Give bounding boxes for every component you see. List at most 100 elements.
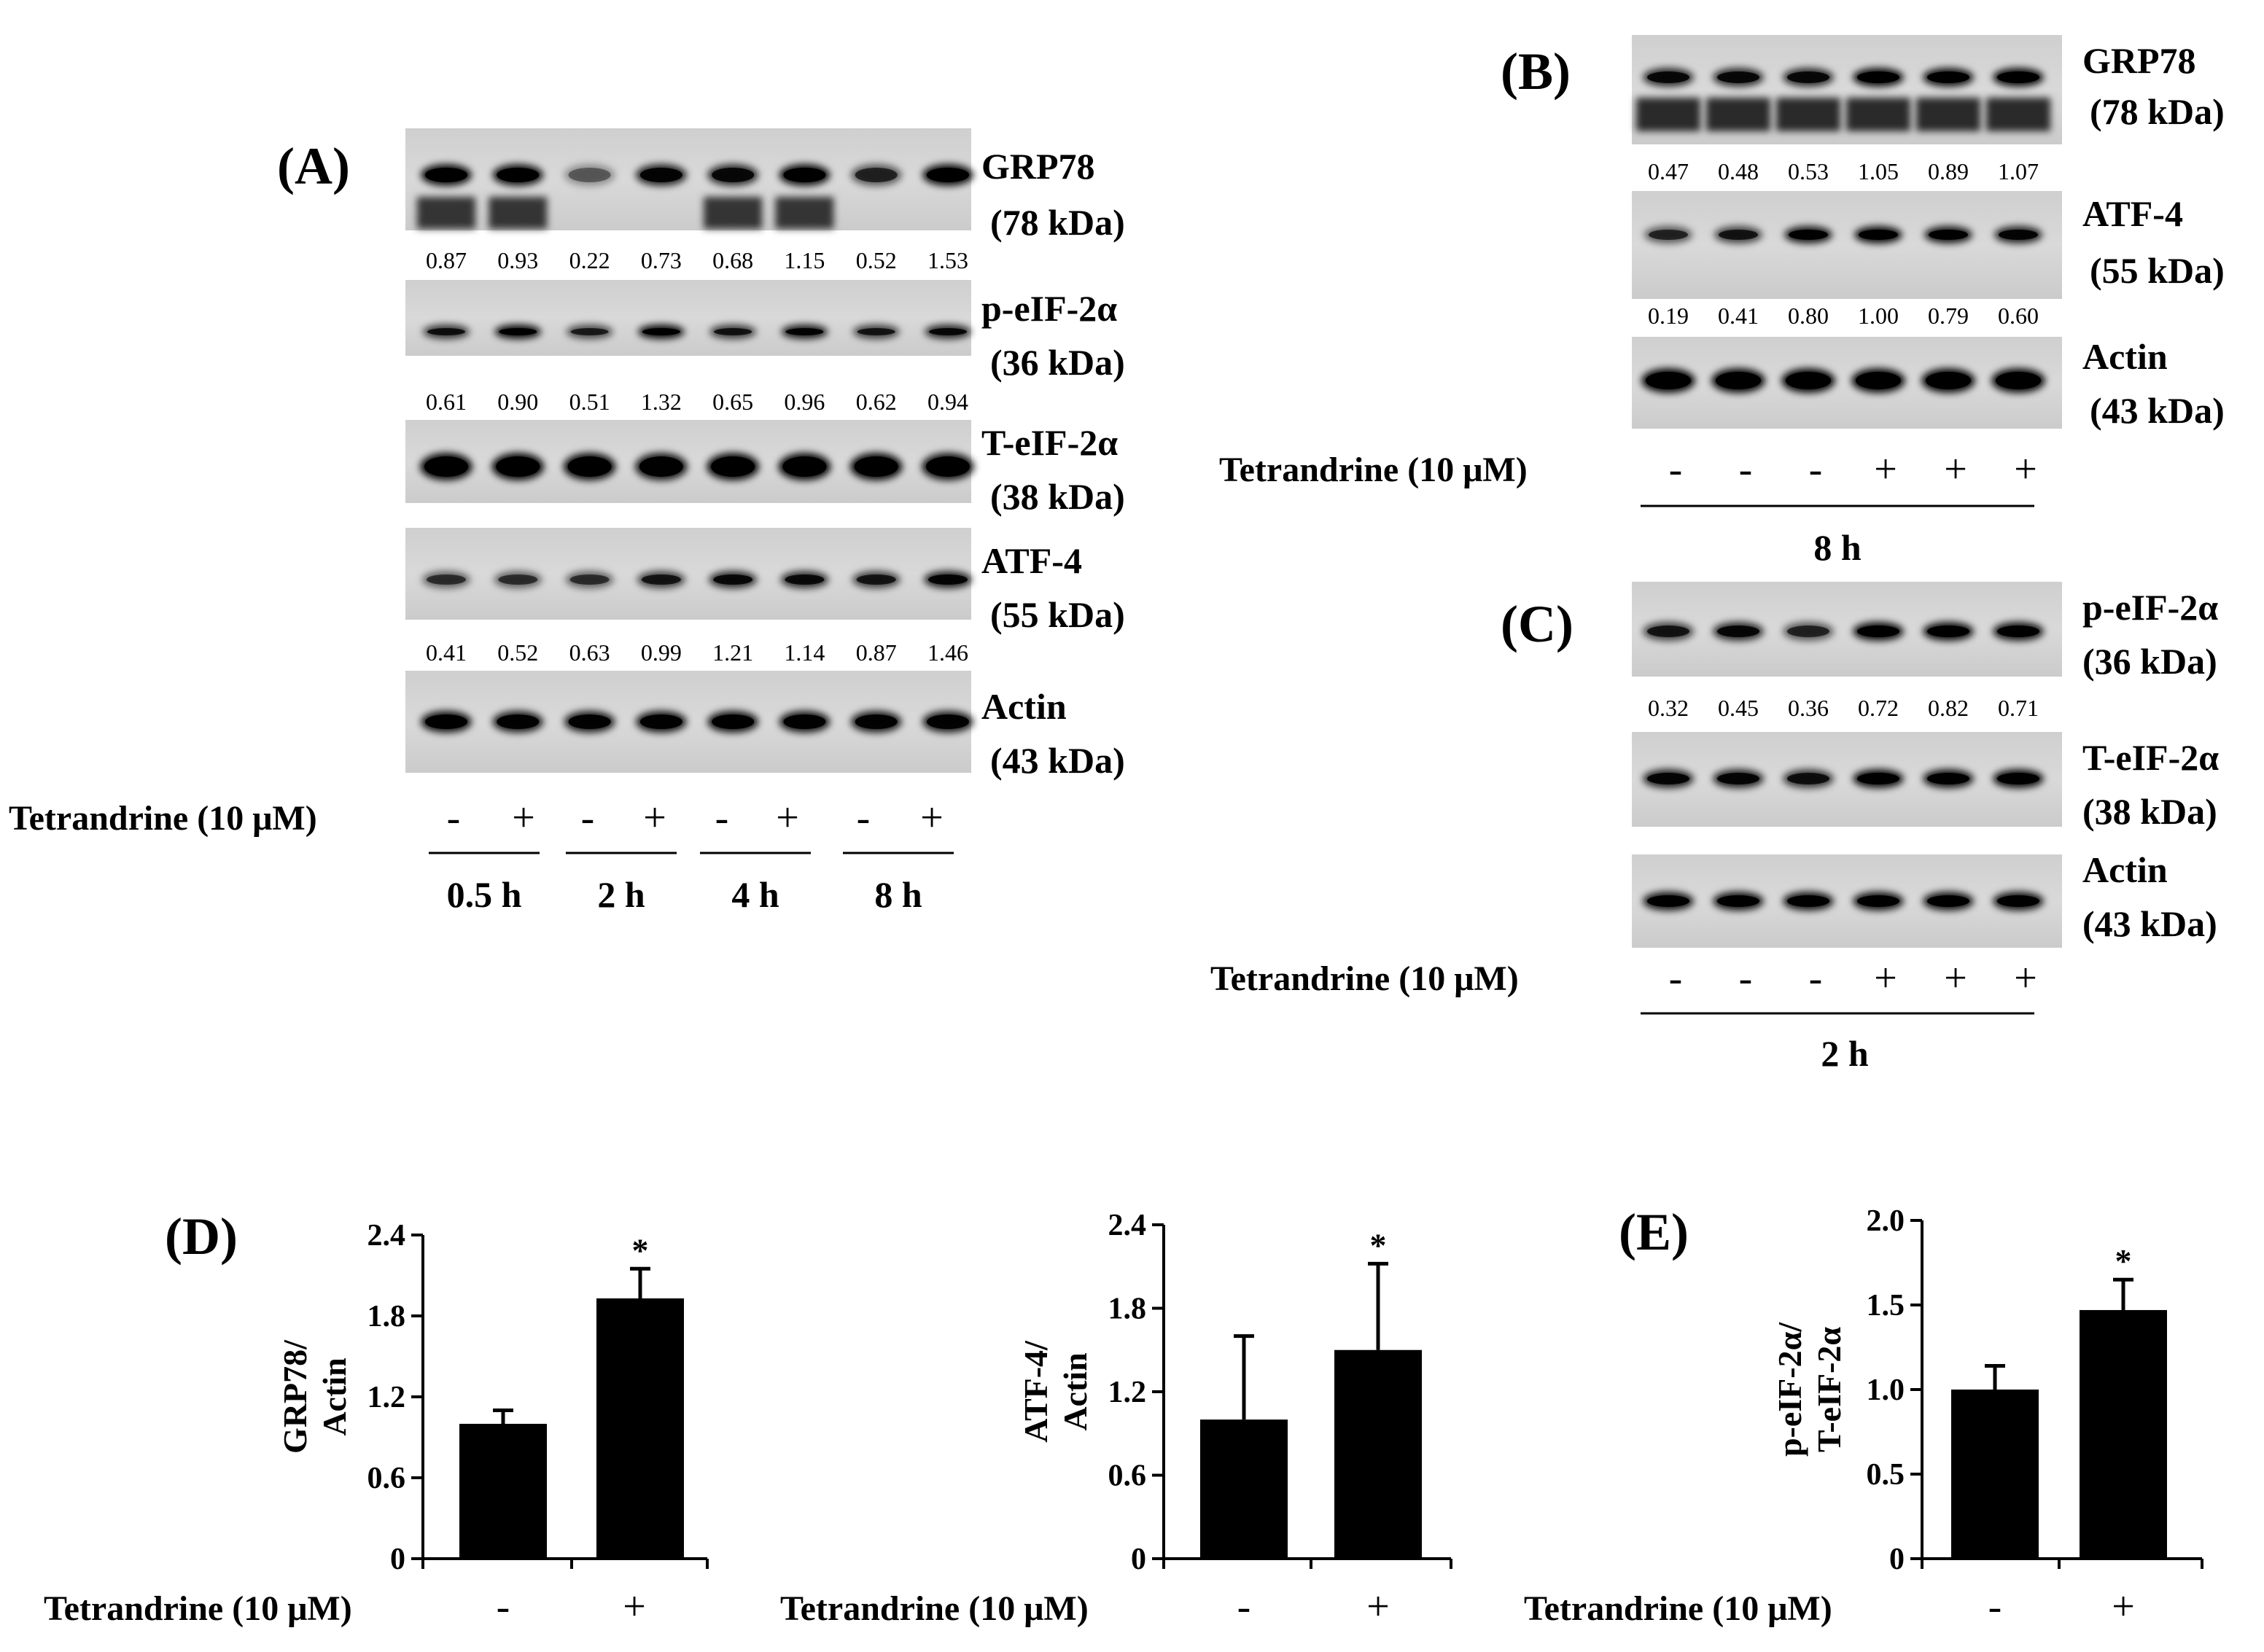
panel-b-blot-0-band-4	[1923, 68, 1974, 87]
panel-c-blot-1-band-4	[1923, 769, 1974, 788]
chart-0-xlabel: Tetrandrine (10 μM)	[44, 1589, 352, 1628]
panel-c-blot-1-name: T-eIF-2α	[2082, 737, 2219, 778]
panel-a-blot-2-band-7	[922, 453, 974, 480]
panel-c-blot-0-name: p-eIF-2α	[2082, 587, 2218, 628]
panel-c-blot-2-band-0-core	[1647, 895, 1689, 907]
panel-b-blot-1-band-4-core	[1929, 230, 1968, 240]
chart-1-y-tick-label-0: 0	[1131, 1543, 1146, 1576]
panel-c-treatment-label: Tetrandrine (10 μM)	[1210, 959, 1519, 998]
panel-a-blot-1-band-4-core	[714, 328, 752, 335]
panel-b-sign-4: +	[1944, 447, 1967, 492]
panel-a-blot-0-band-6	[850, 164, 902, 186]
panel-c-blot-0-quant-4: 0.82	[1928, 695, 1969, 721]
panel-a-blot-0-band-1-core	[497, 168, 540, 182]
panel-a-sign-5: +	[776, 795, 799, 841]
panel-b-blot-2-band-4	[1921, 368, 1975, 393]
panel-a-sign-3: +	[643, 795, 666, 841]
panel-b-blot-0-band-2	[1783, 68, 1834, 87]
panel-a-blot-1-band-5-core	[785, 328, 824, 335]
panel-a-blot-1-band-1	[494, 324, 542, 339]
panel-a-blot-2-band-5	[778, 453, 831, 480]
panel-b-blot-1-band-5	[1994, 226, 2042, 243]
panel-a-blot-4-band-6-core	[855, 714, 898, 729]
panel-c-blot-0-band-2-core	[1787, 626, 1829, 637]
panel-a-blot-4-band-3-core	[639, 714, 682, 729]
chart-1-category-0: -	[1237, 1584, 1251, 1629]
panel-a-treatment-label: Tetrandrine (10 μM)	[9, 799, 317, 838]
panel-a-blot-2-band-0-core	[424, 456, 468, 477]
panel-b-blot-1-band-0-core	[1649, 230, 1688, 240]
panel-a-blot-2-band-7-core	[926, 456, 970, 477]
panel-b-blot-2-mw: (43 kDa)	[2090, 390, 2225, 431]
chart-2-ylabel-1: T-eIF-2α	[1810, 1327, 1848, 1453]
panel-b-blot-1-band-3	[1854, 226, 1902, 243]
panel-a-blot-4-band-0-core	[425, 714, 467, 729]
panel-b-blot-1-quant-3: 1.00	[1858, 303, 1899, 329]
panel-b-blot-1-band-2	[1784, 226, 1832, 243]
panel-b-blot-1-band-1-core	[1719, 230, 1758, 240]
panel-a-blot-1-quant-5: 0.96	[784, 389, 825, 415]
panel-c-blot-0-quant-2: 0.36	[1788, 695, 1829, 721]
panel-b-blot-1-name: ATF-4	[2082, 193, 2183, 234]
panel-a-sign-0: -	[447, 795, 461, 841]
panel-c-blot-1-band-2-core	[1787, 773, 1829, 784]
panel-a-blot-2-band-3	[634, 453, 688, 480]
chart-1-ylabel-0: ATF-4/	[1017, 1340, 1054, 1443]
panel-c-blot-0-band-0-core	[1647, 626, 1689, 637]
panel-a-blot-3-quant-5: 1.14	[784, 639, 825, 666]
chart-2-significance-1: *	[2115, 1242, 2132, 1279]
panel-a-blot-0-band-5-core	[783, 168, 826, 182]
panel-c-blot-0-quant-5: 0.71	[1998, 695, 2039, 721]
chart-1-y-tick-label-1: 0.6	[1108, 1460, 1147, 1493]
panel-b-blot-0-quant-5: 1.07	[1998, 158, 2039, 184]
panel-a-blot-0-smear-0	[417, 197, 475, 229]
panel-b-sign-2: -	[1809, 447, 1823, 492]
panel-a-blot-0-band-7-core	[927, 168, 969, 182]
panel-b-treatment-label: Tetrandrine (10 μM)	[1219, 451, 1528, 489]
panel-a-sign-2: -	[581, 795, 595, 841]
panel-a-blot-4-band-4	[707, 711, 759, 733]
chart-0-y-tick-label-4: 2.4	[367, 1219, 406, 1252]
chart-1-category-1: +	[1366, 1584, 1390, 1629]
panel-a-blot-4-mw: (43 kDa)	[990, 740, 1125, 781]
panel-a-blot-1-band-0-core	[427, 328, 465, 335]
panel-a-blot-4-band-1-core	[497, 714, 540, 729]
chart-1-y-tick-label-2: 1.2	[1108, 1376, 1147, 1409]
panel-a-blot-0-band-7	[922, 164, 973, 186]
panel-a-blot-0-quant-4: 0.68	[712, 247, 753, 273]
panel-b-blot-1-band-5-core	[1999, 230, 2038, 240]
panel-a-blot-3-band-2-core	[569, 574, 610, 585]
panel-a-sign-4: -	[715, 795, 729, 841]
panel-c-blot-2-band-3-core	[1857, 895, 1899, 907]
panel-a-blot-3-band-7-core	[928, 574, 968, 585]
panel-c-sign-2: -	[1809, 956, 1823, 1001]
panel-a-blot-3-band-4-core	[713, 574, 753, 585]
panel-a-blot-4-band-1	[492, 711, 544, 733]
panel-c-blot-2-band-1-core	[1717, 895, 1759, 907]
panel-a-blot-0-smear-4	[704, 197, 763, 229]
panel-a-blot-2-band-1-core	[496, 456, 540, 477]
panel-c-blot-2-mw: (43 kDa)	[2082, 903, 2217, 944]
panel-a-blot-1-band-6	[852, 324, 900, 339]
panel-a-time-1: 2 h	[597, 874, 645, 915]
chart-0-y-tick-label-2: 1.2	[367, 1381, 406, 1414]
panel-a-blot-0-band-3-core	[639, 168, 682, 182]
panel-a-blot-3-quant-2: 0.63	[569, 639, 610, 666]
chart-1-bar-1	[1334, 1349, 1422, 1559]
panel-a-blot-1-band-4	[709, 324, 757, 339]
panel-c-blot-0-band-5-core	[1997, 626, 2039, 637]
panel-c-blot-2-band-5	[1993, 892, 2044, 911]
panel-c-blot-1-mw: (38 kDa)	[2082, 791, 2217, 832]
panel-a-blot-1-band-3	[637, 324, 685, 339]
panel-a-blot-0-quant-3: 0.73	[641, 247, 682, 273]
panel-c-blot-2-membrane	[1632, 854, 2062, 948]
panel-b-blot-1-band-1	[1714, 226, 1762, 243]
panel-a-blot-3-band-6-core	[856, 574, 896, 585]
panel-a-blot-3-name: ATF-4	[981, 540, 1082, 581]
panel-a-blot-3-band-6	[852, 571, 900, 588]
panel-a-blot-3-band-2	[565, 571, 614, 588]
panel-a-blot-1-band-7	[925, 324, 971, 339]
panel-b-blot-0-mw: (78 kDa)	[2090, 91, 2225, 132]
panel-a-blot-0-quant-1: 0.93	[497, 247, 538, 273]
chart-0-significance-1: *	[632, 1231, 649, 1269]
